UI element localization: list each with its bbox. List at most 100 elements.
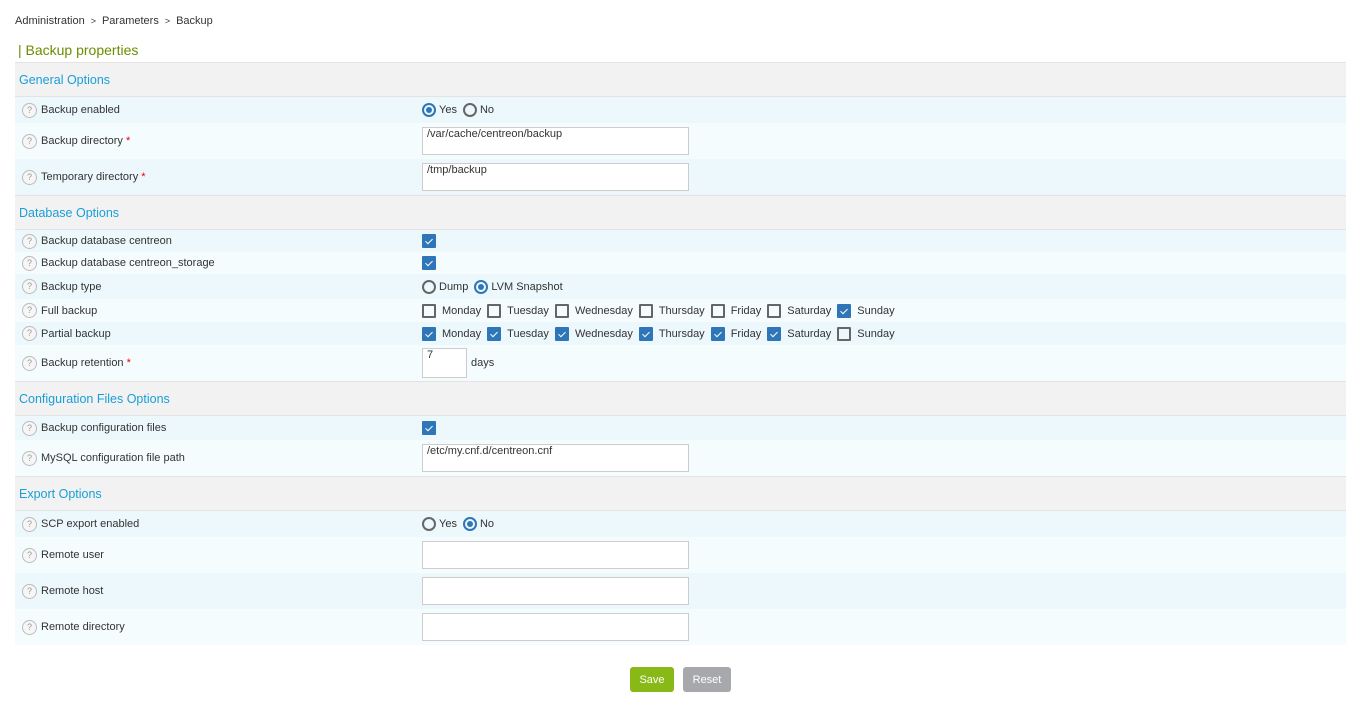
form-row-backup-database-centreon: ? Backup database centreon <box>15 230 1346 252</box>
reset-button[interactable]: Reset <box>683 667 731 692</box>
day-checkbox[interactable] <box>837 303 852 318</box>
section-header-database-options: Database Options <box>15 195 1346 230</box>
help-icon[interactable]: ? <box>22 450 37 466</box>
field-value <box>422 577 689 605</box>
field-label: ? Backup database centreon_storage <box>22 255 215 271</box>
backup-directory-input[interactable]: /var/cache/centreon/backup <box>422 127 689 155</box>
radio-button[interactable] <box>474 279 489 294</box>
backup-database-centreon-storage-checkbox[interactable] <box>422 256 436 270</box>
field-value: Monday Tuesday Wednesday Thursday Friday Satu… <box>422 326 901 341</box>
field-value: /var/cache/centreon/backup <box>422 127 689 155</box>
day-checkbox[interactable] <box>422 303 436 318</box>
checkbox-wednesday[interactable]: Wednesday <box>554 326 633 341</box>
checkbox-sunday[interactable]: Sunday <box>837 326 895 341</box>
radio-dump[interactable]: Dump <box>422 279 468 294</box>
help-icon[interactable]: ? <box>22 233 37 249</box>
day-checkbox[interactable] <box>767 303 782 318</box>
radio-button[interactable] <box>422 103 436 117</box>
radio-button[interactable] <box>422 517 436 531</box>
remote-host-input[interactable] <box>422 577 689 605</box>
day-checkbox[interactable] <box>554 303 569 318</box>
help-icon[interactable]: ? <box>22 420 37 436</box>
help-icon[interactable]: ? <box>22 547 37 563</box>
checkbox-tuesday[interactable]: Tuesday <box>487 303 549 318</box>
day-checkbox[interactable] <box>837 326 852 341</box>
label-text: Full backup <box>41 304 98 317</box>
radio-yes[interactable]: Yes <box>422 103 457 117</box>
radio-lvm-snapshot[interactable]: LVM Snapshot <box>474 279 563 294</box>
help-icon[interactable]: ? <box>22 255 37 271</box>
help-icon[interactable]: ? <box>22 279 37 294</box>
form-row-backup-database-centreon-storage: ? Backup database centreon_storage <box>15 252 1346 274</box>
help-icon[interactable]: ? <box>22 355 37 371</box>
checkbox-thursday[interactable]: Thursday <box>638 326 705 341</box>
radio-no[interactable]: No <box>462 517 494 531</box>
label-text: Remote host <box>41 585 104 597</box>
field-value: Yes No <box>422 517 500 531</box>
retention-input[interactable]: 7 <box>422 348 467 378</box>
label-text: Backup type <box>41 280 102 293</box>
day-label: Tuesday <box>507 327 549 340</box>
day-checkbox[interactable] <box>554 326 569 341</box>
day-checkbox[interactable] <box>767 326 782 341</box>
field-label: ? Remote user <box>22 547 104 563</box>
day-checkbox[interactable] <box>487 326 502 341</box>
radio-no[interactable]: No <box>462 103 494 117</box>
day-checkbox[interactable] <box>638 303 653 318</box>
required-marker: * <box>141 171 146 183</box>
day-label: Wednesday <box>574 304 633 317</box>
breadcrumb-backup[interactable]: Backup <box>176 15 213 27</box>
checkbox-thursday[interactable]: Thursday <box>638 303 705 318</box>
help-icon[interactable]: ? <box>22 133 37 149</box>
help-icon[interactable]: ? <box>22 583 37 599</box>
label-text: Backup retention <box>41 357 124 369</box>
help-icon[interactable]: ? <box>22 516 37 532</box>
checkbox-monday[interactable]: Monday <box>422 303 481 318</box>
day-checkbox[interactable] <box>710 303 725 318</box>
breadcrumb-administration[interactable]: Administration <box>15 15 85 27</box>
checkbox-sunday[interactable]: Sunday <box>837 303 895 318</box>
checkbox-friday[interactable]: Friday <box>710 326 761 341</box>
checkbox-tuesday[interactable]: Tuesday <box>487 326 549 341</box>
form-row-backup-retention: ? Backup retention * 7 days <box>15 345 1346 381</box>
backup-database-centreon-checkbox[interactable] <box>422 234 436 248</box>
checkbox-monday[interactable]: Monday <box>422 326 481 341</box>
temporary-directory-input[interactable]: /tmp/backup <box>422 163 689 191</box>
checkbox-friday[interactable]: Friday <box>710 303 761 318</box>
section-header-configuration-files-options: Configuration Files Options <box>15 381 1346 416</box>
breadcrumb: Administration > Parameters > Backup <box>15 15 213 27</box>
day-checkbox[interactable] <box>638 326 653 341</box>
remote-directory-input[interactable] <box>422 613 689 641</box>
radio-button[interactable] <box>462 517 477 531</box>
radio-yes[interactable]: Yes <box>422 517 457 531</box>
remote-user-input[interactable] <box>422 541 689 569</box>
field-value <box>422 613 689 641</box>
field-label: ? Backup database centreon <box>22 233 172 249</box>
form-row-temporary-directory: ? Temporary directory * /tmp/backup <box>15 159 1346 195</box>
field-value <box>422 421 442 435</box>
day-checkbox[interactable] <box>710 326 725 341</box>
radio-button[interactable] <box>462 103 477 117</box>
field-label: ? Remote host <box>22 583 104 599</box>
checkbox-saturday[interactable]: Saturday <box>767 326 832 341</box>
save-button[interactable]: Save <box>630 667 674 692</box>
radio-button[interactable] <box>422 279 436 294</box>
day-checkbox[interactable] <box>422 326 436 341</box>
field-label: ? Temporary directory * <box>22 169 146 185</box>
label-text: Temporary directory <box>41 171 139 183</box>
help-icon[interactable]: ? <box>22 102 37 118</box>
label-text: SCP export enabled <box>41 518 140 530</box>
help-icon[interactable]: ? <box>22 619 37 635</box>
day-checkbox[interactable] <box>487 303 502 318</box>
help-icon[interactable]: ? <box>22 303 37 318</box>
checkbox-wednesday[interactable]: Wednesday <box>554 303 633 318</box>
breadcrumb-parameters[interactable]: Parameters <box>101 15 159 27</box>
help-icon[interactable]: ? <box>22 326 37 341</box>
checkbox-saturday[interactable]: Saturday <box>767 303 831 318</box>
day-label: Saturday <box>787 327 832 340</box>
backup-configuration-files-checkbox[interactable] <box>422 421 436 435</box>
mysql-configuration-file-path-input[interactable]: /etc/my.cnf.d/centreon.cnf <box>422 444 689 472</box>
help-icon[interactable]: ? <box>22 169 37 185</box>
field-label: ? Backup enabled <box>22 102 120 118</box>
day-label: Thursday <box>658 327 705 340</box>
